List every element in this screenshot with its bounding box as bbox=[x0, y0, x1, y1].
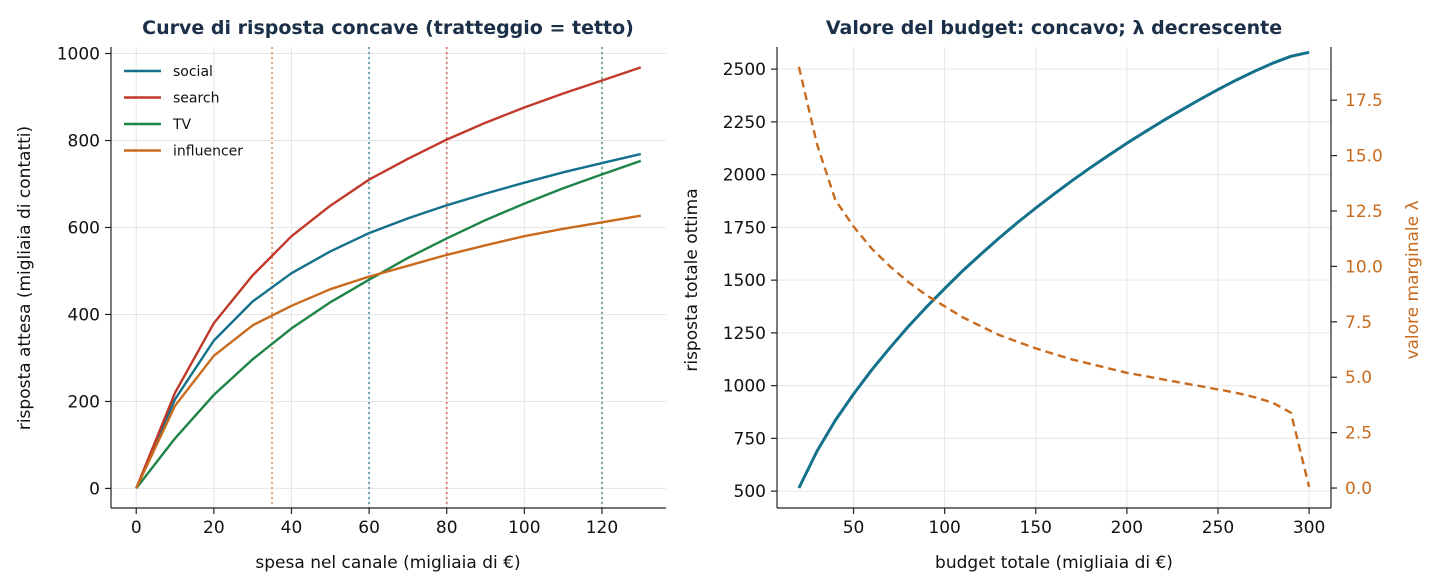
left-x-tick-label: 100 bbox=[508, 518, 540, 538]
legend-label-influencer: influencer bbox=[173, 144, 243, 160]
left-x-axis-label: spesa nel canale (migliaia di €) bbox=[255, 553, 520, 573]
left-chart-title: Curve di risposta concave (tratteggio = … bbox=[142, 17, 634, 39]
right-y-tick-label: 1500 bbox=[723, 271, 766, 291]
right-y-ticks-left: 500 750 1000 1250 1500 1750 2000 2250 2500 bbox=[723, 60, 777, 502]
left-y-tick-label: 200 bbox=[68, 392, 100, 412]
right-y-tick-label: 2250 bbox=[723, 113, 766, 133]
right-y2-tick-label: 7.5 bbox=[1345, 313, 1372, 333]
left-chart: Curve di risposta concave (tratteggio = … bbox=[15, 17, 666, 573]
right-y2-tick-label: 5.0 bbox=[1345, 368, 1372, 388]
right-axes bbox=[776, 47, 1332, 509]
left-y-tick-label: 1000 bbox=[57, 45, 100, 65]
series-line-tv bbox=[135, 159, 642, 490]
left-series-lines bbox=[135, 66, 642, 490]
right-y2-tick-label: 17.5 bbox=[1345, 91, 1383, 111]
left-x-tick-label: 40 bbox=[281, 518, 303, 538]
legend-label-social: social bbox=[173, 64, 213, 80]
left-x-tick-label: 80 bbox=[436, 518, 458, 538]
lambda-line bbox=[797, 66, 1311, 488]
left-y-tick-label: 0 bbox=[89, 479, 100, 499]
right-x-tick-label: 150 bbox=[1020, 518, 1052, 538]
total-response-line bbox=[797, 50, 1310, 489]
series-line-social bbox=[135, 152, 642, 489]
legend-label-tv: TV bbox=[172, 117, 192, 133]
left-y-tick-label: 600 bbox=[68, 218, 100, 238]
left-y-ticks: 0 200 400 600 800 1000 bbox=[57, 45, 111, 499]
right-y2-tick-label: 12.5 bbox=[1345, 202, 1383, 222]
right-chart: Valore del budget: concavo; λ decrescent… bbox=[682, 17, 1423, 573]
right-y2-tick-label: 10.0 bbox=[1345, 257, 1383, 277]
right-y2-axis-label: valore marginale λ bbox=[1403, 200, 1423, 359]
right-x-tick-label: 200 bbox=[1111, 518, 1143, 538]
series-line-influencer bbox=[135, 214, 642, 489]
left-grid bbox=[111, 47, 666, 508]
right-y-tick-label: 2500 bbox=[723, 60, 766, 80]
left-x-ticks: 0 20 40 60 80 100 120 bbox=[131, 508, 618, 538]
right-y2-tick-label: 15.0 bbox=[1345, 147, 1383, 167]
left-y-tick-label: 800 bbox=[68, 132, 100, 152]
right-x-axis-label: budget totale (migliaia di €) bbox=[935, 553, 1173, 573]
left-y-axis-label: risposta attesa (migliaia di contatti) bbox=[15, 126, 35, 430]
right-y-tick-label: 500 bbox=[734, 482, 766, 502]
left-x-tick-label: 60 bbox=[358, 518, 380, 538]
left-cap-lines bbox=[271, 47, 603, 508]
left-axes bbox=[110, 47, 666, 509]
right-y-axis-label: risposta totale ottima bbox=[682, 188, 702, 371]
right-x-ticks: 50 100 150 200 250 300 bbox=[843, 508, 1325, 538]
right-x-tick-label: 50 bbox=[843, 518, 865, 538]
right-x-tick-label: 250 bbox=[1202, 518, 1234, 538]
left-y-tick-label: 400 bbox=[68, 305, 100, 325]
right-x-tick-label: 300 bbox=[1293, 518, 1325, 538]
legend-label-search: search bbox=[173, 91, 220, 107]
left-x-tick-label: 120 bbox=[586, 518, 618, 538]
left-x-tick-label: 20 bbox=[203, 518, 225, 538]
right-y2-tick-label: 2.5 bbox=[1345, 424, 1372, 444]
left-x-tick-label: 0 bbox=[131, 518, 142, 538]
right-series-lines bbox=[797, 50, 1311, 489]
left-legend: social search TV influencer bbox=[124, 64, 243, 160]
right-y-tick-label: 2000 bbox=[723, 166, 766, 186]
right-y-tick-label: 1000 bbox=[723, 377, 766, 397]
series-line-search bbox=[135, 66, 642, 489]
right-chart-title: Valore del budget: concavo; λ decrescent… bbox=[826, 17, 1282, 39]
right-y2-tick-label: 0.0 bbox=[1345, 479, 1372, 499]
right-y-tick-label: 1750 bbox=[723, 218, 766, 238]
right-y-tick-label: 1250 bbox=[723, 324, 766, 344]
right-y-tick-label: 750 bbox=[734, 429, 766, 449]
right-grid bbox=[777, 47, 1331, 508]
right-y-ticks-right: 0.0 2.5 5.0 7.5 10.0 12.5 15.0 17.5 bbox=[1331, 91, 1383, 499]
right-x-tick-label: 100 bbox=[928, 518, 960, 538]
